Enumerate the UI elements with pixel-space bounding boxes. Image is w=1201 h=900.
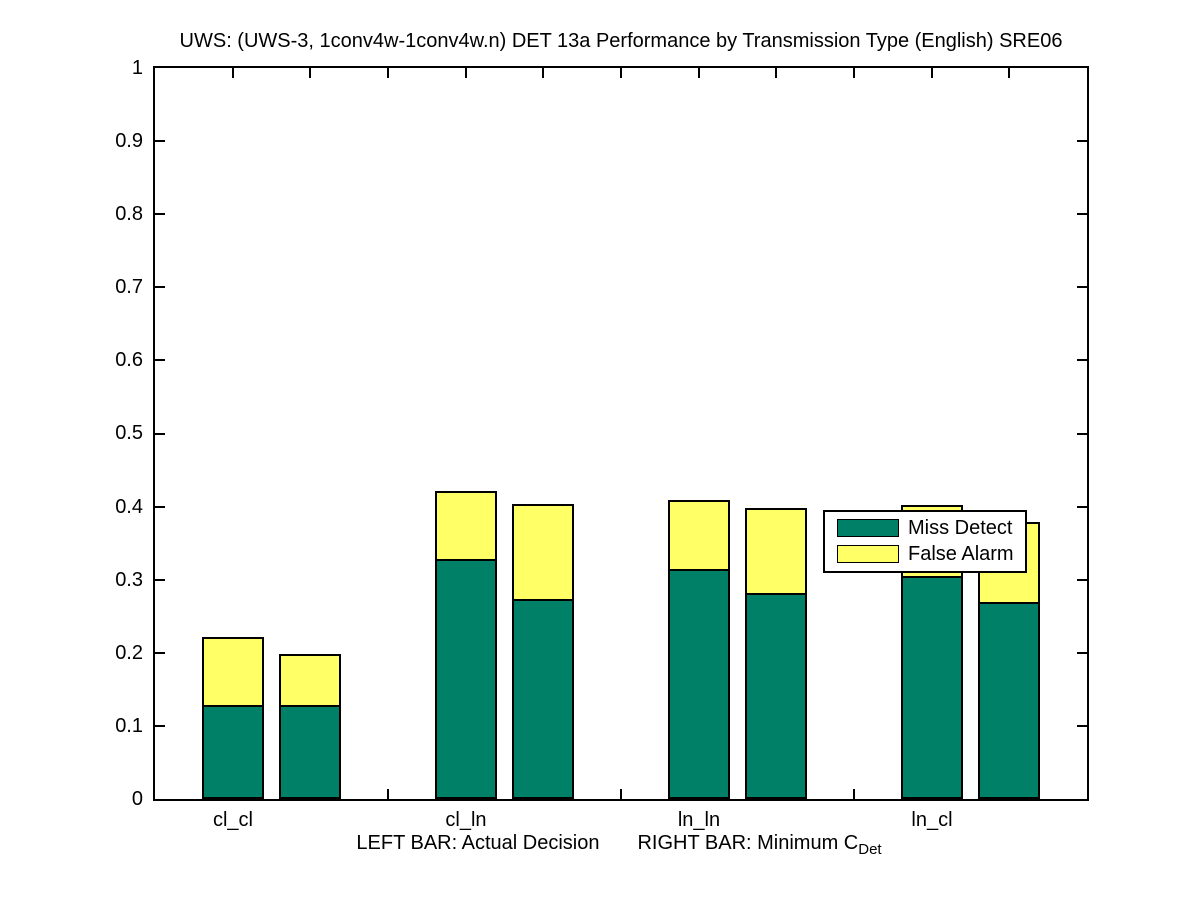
segment-miss-detect: [980, 602, 1038, 797]
y-tick: [1077, 286, 1087, 288]
y-tick-label: 0.6: [115, 349, 143, 371]
legend-swatch-miss-detect: [837, 519, 899, 537]
x-tick: [387, 789, 389, 799]
y-tick: [155, 579, 165, 581]
bar-cl_ln-left: [435, 491, 497, 799]
legend-swatch-false-alarm: [837, 545, 899, 563]
x-tick-label: ln_ln: [677, 809, 721, 831]
x-tick: [309, 68, 311, 78]
segment-miss-detect: [903, 576, 961, 797]
bar-cl_cl-left: [202, 637, 264, 799]
x-tick: [387, 68, 389, 78]
y-tick-label: 0.5: [115, 422, 143, 444]
x-tick: [620, 68, 622, 78]
legend: Miss Detect False Alarm: [823, 510, 1027, 573]
segment-miss-detect: [437, 559, 495, 797]
x-tick-label: cl_cl: [212, 809, 253, 831]
y-tick-label: 0: [131, 788, 143, 810]
segment-miss-detect: [514, 599, 572, 797]
x-tick: [465, 68, 467, 78]
y-tick-label: 0.4: [115, 496, 143, 518]
y-tick: [155, 433, 165, 435]
x-axis-title-right: RIGHT BAR: Minimum C: [637, 832, 859, 854]
x-axis-title-left: LEFT BAR: Actual Decision: [356, 832, 600, 854]
x-tick: [542, 68, 544, 78]
y-tick-label: 0.3: [115, 569, 143, 591]
y-tick: [1077, 506, 1087, 508]
x-tick: [853, 789, 855, 799]
x-axis-title: LEFT BAR: Actual Decision RIGHT BAR: Mini…: [153, 832, 1085, 858]
y-tick: [1077, 140, 1087, 142]
y-tick: [1077, 359, 1087, 361]
bar-cl_cl-right: [279, 654, 341, 799]
x-tick: [775, 68, 777, 78]
x-axis-title-subscript: Det: [858, 841, 882, 858]
y-tick: [1077, 652, 1087, 654]
chart-title: UWS: (UWS-3, 1conv4w-1conv4w.n) DET 13a …: [179, 30, 1063, 52]
bar-ln_ln-left: [668, 500, 730, 799]
bar-cl_ln-right: [512, 504, 574, 799]
y-tick-label: 1: [131, 57, 143, 79]
y-tick: [1077, 579, 1087, 581]
legend-item-false-alarm: False Alarm: [837, 543, 1014, 565]
y-tick-label: 0.7: [115, 276, 143, 298]
y-tick-label: 0.1: [115, 715, 143, 737]
x-tick: [232, 68, 234, 78]
segment-miss-detect: [281, 705, 339, 797]
x-tick-label: cl_ln: [445, 809, 487, 831]
bar-ln_cl-right: [978, 522, 1040, 799]
x-tick: [620, 789, 622, 799]
y-tick: [155, 359, 165, 361]
bar-ln_ln-right: [745, 508, 807, 799]
y-tick: [155, 652, 165, 654]
legend-item-miss-detect: Miss Detect: [837, 517, 1013, 539]
x-tick: [698, 68, 700, 78]
y-tick: [155, 725, 165, 727]
y-tick: [1077, 725, 1087, 727]
y-tick: [1077, 433, 1087, 435]
x-tick: [931, 68, 933, 78]
x-tick-label: ln_cl: [911, 809, 953, 831]
y-tick: [1077, 213, 1087, 215]
x-tick: [1008, 68, 1010, 78]
segment-miss-detect: [670, 569, 728, 797]
x-tick: [853, 68, 855, 78]
y-tick-label: 0.9: [115, 130, 143, 152]
segment-miss-detect: [204, 705, 262, 797]
y-tick: [155, 286, 165, 288]
legend-label-false-alarm: False Alarm: [908, 543, 1014, 565]
y-tick: [155, 213, 165, 215]
legend-label-miss-detect: Miss Detect: [908, 517, 1013, 539]
y-tick-label: 0.2: [115, 642, 143, 664]
y-tick-label: 0.8: [115, 203, 143, 225]
plot-inner: [155, 68, 1087, 799]
y-tick: [155, 506, 165, 508]
y-tick: [155, 140, 165, 142]
plot-area: [153, 66, 1089, 801]
segment-miss-detect: [747, 593, 805, 797]
